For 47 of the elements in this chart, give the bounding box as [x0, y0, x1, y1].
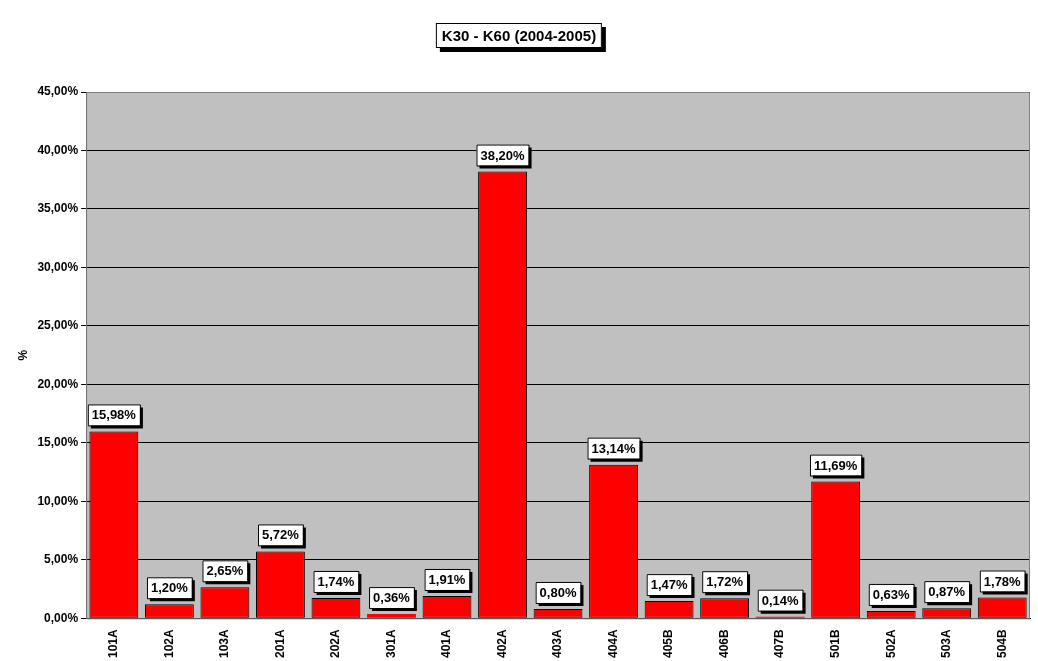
- y-tick-label: 25,00%: [37, 318, 79, 333]
- data-label: 1,78%: [983, 573, 1022, 589]
- data-label: 0,14%: [761, 592, 800, 608]
- x-tick-label: 504B: [994, 628, 1009, 658]
- y-tick-label: 30,00%: [37, 259, 79, 274]
- x-tick-label: 101A: [106, 628, 121, 658]
- data-label: 1,74%: [317, 574, 355, 590]
- data-label: 1,20%: [150, 580, 189, 596]
- y-tick-label: 15,00%: [37, 435, 79, 450]
- x-tick-label: 403A: [550, 628, 565, 658]
- y-axis-title: %: [15, 349, 30, 361]
- x-tick-label: 401A: [439, 628, 454, 658]
- x-tick-label: 405B: [661, 628, 676, 658]
- x-tick-label: 501B: [827, 628, 842, 658]
- data-label: 1,72%: [706, 574, 744, 590]
- data-label: 13,14%: [591, 440, 637, 456]
- data-label: 5,72%: [261, 527, 300, 543]
- x-tick-label: 402A: [494, 628, 509, 658]
- y-tick-label: 45,00%: [37, 84, 79, 99]
- data-label: 15,98%: [91, 407, 137, 423]
- x-tick-label: 202A: [328, 628, 343, 658]
- x-tick-label: 502A: [883, 628, 898, 658]
- data-label: 38,20%: [480, 147, 526, 163]
- x-tick-label: 103A: [217, 628, 232, 658]
- y-tick-label: 0,00%: [44, 610, 79, 625]
- data-label: 0,63%: [872, 587, 911, 603]
- x-tick-label: 503A: [939, 628, 954, 658]
- y-tick-label: 5,00%: [44, 552, 79, 567]
- data-label: 2,65%: [206, 563, 244, 579]
- data-label: 1,47%: [650, 577, 688, 593]
- data-label: 0,87%: [928, 584, 966, 600]
- x-tick-label: 102A: [161, 628, 176, 658]
- y-tick-label: 10,00%: [37, 493, 79, 508]
- x-tick-label: 406B: [716, 628, 731, 658]
- x-tick-label: 407B: [772, 628, 787, 658]
- chart-title: K30 - K60 (2004-2005): [435, 23, 603, 48]
- x-tick-label: 301A: [383, 628, 398, 658]
- bar: [367, 614, 416, 618]
- data-label: 1,91%: [428, 572, 466, 588]
- y-tick-label: 40,00%: [37, 142, 79, 157]
- y-tick-label: 35,00%: [37, 201, 79, 216]
- data-label: 0,80%: [539, 585, 577, 601]
- x-tick-label: 201A: [272, 628, 287, 658]
- x-tick-label: 404A: [605, 628, 620, 658]
- data-label: 0,36%: [373, 590, 411, 606]
- data-label: 11,69%: [813, 457, 858, 473]
- y-tick-label: 20,00%: [37, 376, 79, 391]
